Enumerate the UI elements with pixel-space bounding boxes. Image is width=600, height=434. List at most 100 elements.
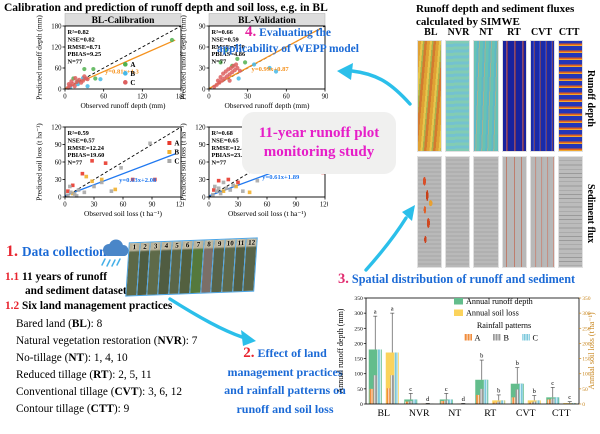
svg-text:60: 60 bbox=[264, 202, 271, 209]
step2-line2: management practices bbox=[227, 364, 343, 379]
step1-number: 1. bbox=[6, 243, 18, 260]
svg-text:0: 0 bbox=[202, 194, 206, 201]
scatter-point bbox=[113, 187, 118, 192]
stat-line: R²=0.59 bbox=[68, 130, 89, 137]
scatter-plot-runoff-validation: BL-Validation 00 30 30 60 60 90 90 Observed runo… bbox=[179, 13, 328, 110]
pattern-bar bbox=[551, 398, 555, 404]
scatter-point bbox=[72, 192, 77, 196]
svg-text:30: 30 bbox=[199, 65, 206, 72]
step1-1-text-b: and sediment dataset bbox=[25, 285, 127, 297]
scatter-point bbox=[68, 184, 72, 189]
plot-number: 4 bbox=[164, 241, 169, 251]
scatter-point bbox=[98, 77, 103, 82]
pattern-bar bbox=[480, 388, 484, 404]
stat-line: PBIAS=23.65 bbox=[212, 152, 249, 159]
stat-line: PBIAS=4.86 bbox=[212, 51, 246, 58]
scatter-point bbox=[216, 186, 221, 191]
practice-item: Bared land (BL): 8 bbox=[16, 318, 103, 330]
significance-letter: c bbox=[551, 380, 554, 387]
svg-text:200: 200 bbox=[582, 341, 591, 347]
pattern-bar bbox=[369, 388, 374, 404]
svg-text:60: 60 bbox=[120, 202, 127, 209]
simwe-title: Runoff depth and sediment fluxes calcula… bbox=[416, 3, 598, 29]
legend-label: C bbox=[174, 158, 179, 166]
stat-line: N=77 bbox=[68, 59, 83, 66]
stat-line: RMSE=12.24 bbox=[68, 145, 105, 152]
regression-equation: y=0.61x+1.89 bbox=[262, 174, 300, 181]
significance-letter: a bbox=[374, 309, 377, 316]
simwe-column-headers: BL NVR NT RT CVT CTT bbox=[417, 27, 583, 38]
scatter-point bbox=[247, 190, 252, 195]
significance-letter: d bbox=[426, 396, 430, 403]
svg-text:30: 30 bbox=[91, 202, 98, 209]
scatter-point bbox=[74, 194, 79, 198]
scatter-point bbox=[148, 141, 152, 146]
scatter-point bbox=[228, 188, 233, 192]
plot-number: 8 bbox=[206, 240, 212, 249]
step3-number: 3. bbox=[338, 271, 349, 287]
simwe-title-line2: calculated by SIMWE bbox=[416, 16, 520, 28]
x-axis-label: Observed soil loss (t ha⁻¹) bbox=[228, 209, 306, 218]
legend-pattern-swatch bbox=[522, 334, 530, 341]
step2-number: 2. bbox=[243, 345, 255, 361]
svg-text:0: 0 bbox=[202, 86, 206, 93]
scatter-plot-soil-validation: 00 30 30 60 60 90 90 120 120 Observed soil loss (… bbox=[179, 123, 329, 218]
scatter-point bbox=[76, 188, 81, 192]
arrow-simwe-to-step4 bbox=[350, 69, 412, 106]
pattern-bar bbox=[412, 399, 417, 404]
category-label: RT bbox=[484, 408, 496, 419]
category-label: NVR bbox=[409, 408, 430, 419]
legend-marker bbox=[167, 159, 172, 163]
pattern-bar bbox=[386, 388, 391, 404]
scatter-point bbox=[223, 69, 228, 74]
step4-text: 4. Evaluating the applicability of WEPP … bbox=[213, 24, 363, 57]
practice-item: Natural vegetation restoration (NVR): 7 bbox=[16, 334, 198, 347]
x-axis-label: Observed soil loss (t ha⁻¹) bbox=[84, 209, 162, 218]
arrowhead-up bbox=[402, 205, 415, 221]
scatter-point bbox=[227, 78, 232, 83]
stat-line: NSE=0.59 bbox=[212, 36, 239, 43]
y-axis-label: Predicted runoff depth (mm) bbox=[35, 15, 44, 100]
svg-text:120: 120 bbox=[51, 124, 62, 131]
svg-text:250: 250 bbox=[582, 326, 591, 332]
simwe-column-header: NT bbox=[479, 27, 494, 38]
scatter-point bbox=[84, 174, 89, 179]
svg-text:50: 50 bbox=[357, 387, 363, 393]
category-label: BL bbox=[377, 408, 390, 419]
plot-number: 7 bbox=[196, 240, 201, 249]
scatter-point bbox=[85, 84, 90, 89]
legend-pattern-label: C bbox=[533, 333, 539, 342]
legend-label: C bbox=[130, 79, 135, 87]
scatter-point bbox=[72, 84, 77, 89]
significance-letter: b bbox=[497, 387, 500, 394]
step1-1-item: 1.1 11 years of runoff and sediment data… bbox=[5, 270, 127, 298]
pattern-bar bbox=[532, 401, 537, 404]
legend-pattern-swatch bbox=[464, 334, 472, 341]
pattern-bar bbox=[394, 352, 398, 404]
plot-number: 12 bbox=[247, 238, 256, 247]
pattern-bar bbox=[536, 400, 540, 404]
svg-text:200: 200 bbox=[354, 341, 363, 347]
regression-line bbox=[208, 28, 320, 89]
scatter-point bbox=[70, 191, 75, 196]
simwe-column-header: RT bbox=[507, 27, 521, 38]
pattern-bar bbox=[373, 375, 378, 404]
pattern-bar bbox=[405, 401, 409, 404]
rainfall-patterns-label: Rainfall patterns bbox=[477, 321, 531, 330]
pattern-bar bbox=[500, 400, 505, 404]
legend-label: B bbox=[174, 149, 179, 157]
svg-text:250: 250 bbox=[354, 326, 363, 332]
scatter-point bbox=[82, 74, 87, 79]
stat-line: NSE=0.82 bbox=[68, 36, 95, 43]
legend-swatch bbox=[454, 298, 463, 305]
scatter-point bbox=[82, 66, 87, 72]
scatter-point bbox=[235, 65, 240, 71]
scatter-point bbox=[221, 180, 226, 185]
hm-strip-nt bbox=[473, 40, 499, 152]
scatter-plot-runoff-calibration: BL-Calibration 00 60 60 120 120 180 180 Observed… bbox=[35, 13, 184, 110]
svg-text:90: 90 bbox=[322, 94, 328, 101]
plot-number: 10 bbox=[226, 239, 235, 248]
scatter-point bbox=[218, 191, 223, 196]
x-axis-label: Observed runoff depth (mm) bbox=[224, 101, 310, 110]
scatter-point bbox=[216, 178, 221, 183]
